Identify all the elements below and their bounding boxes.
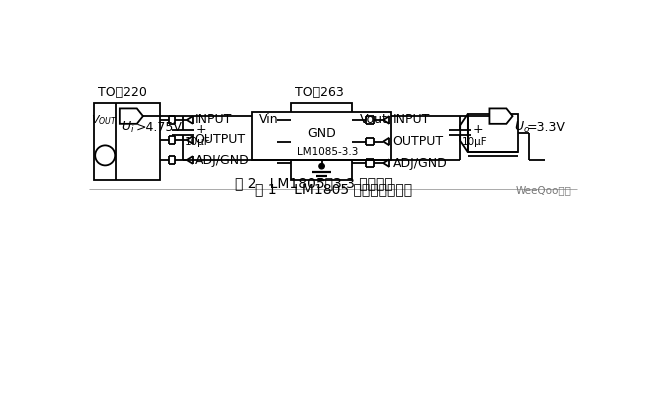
Polygon shape (489, 108, 513, 124)
Polygon shape (460, 114, 468, 152)
Text: 10μF: 10μF (462, 137, 488, 147)
Text: Vin: Vin (259, 114, 279, 127)
Text: INPUT: INPUT (393, 114, 430, 127)
Polygon shape (468, 114, 518, 152)
Bar (94, 103, 160, 180)
Text: 10μF: 10μF (185, 137, 210, 147)
Text: >4.75V: >4.75V (135, 121, 182, 134)
Circle shape (319, 164, 324, 169)
Text: OUTPUT: OUTPUT (393, 135, 443, 148)
Text: $U_o$: $U_o$ (514, 120, 530, 135)
Text: GND: GND (307, 127, 336, 140)
Text: ADJ/GND: ADJ/GND (194, 154, 250, 166)
Polygon shape (120, 108, 143, 124)
Text: LM1085-3.3: LM1085-3.3 (297, 147, 358, 157)
Text: +: + (473, 123, 483, 136)
Text: +: + (195, 123, 206, 136)
Text: ADJ/GND: ADJ/GND (393, 157, 447, 170)
Text: $U_i$: $U_i$ (122, 120, 135, 135)
Text: OUTPUT: OUTPUT (194, 133, 246, 146)
Text: INPUT: INPUT (194, 114, 232, 127)
Text: TO－220: TO－220 (98, 86, 147, 99)
Text: Vout: Vout (360, 114, 388, 127)
Text: 图 1    LM1805 封装形式和引脚: 图 1 LM1805 封装形式和引脚 (255, 182, 411, 196)
Text: =3.3V: =3.3V (526, 121, 566, 134)
Text: TO－263: TO－263 (294, 86, 343, 99)
Text: WeeQoo维库: WeeQoo维库 (516, 185, 572, 195)
Bar (291, 103, 352, 180)
Bar (252, 112, 391, 160)
Text: $V_{OUT}$: $V_{OUT}$ (91, 113, 118, 127)
Text: 图 2   LM1805－3.3 固定输出: 图 2 LM1805－3.3 固定输出 (235, 176, 393, 190)
